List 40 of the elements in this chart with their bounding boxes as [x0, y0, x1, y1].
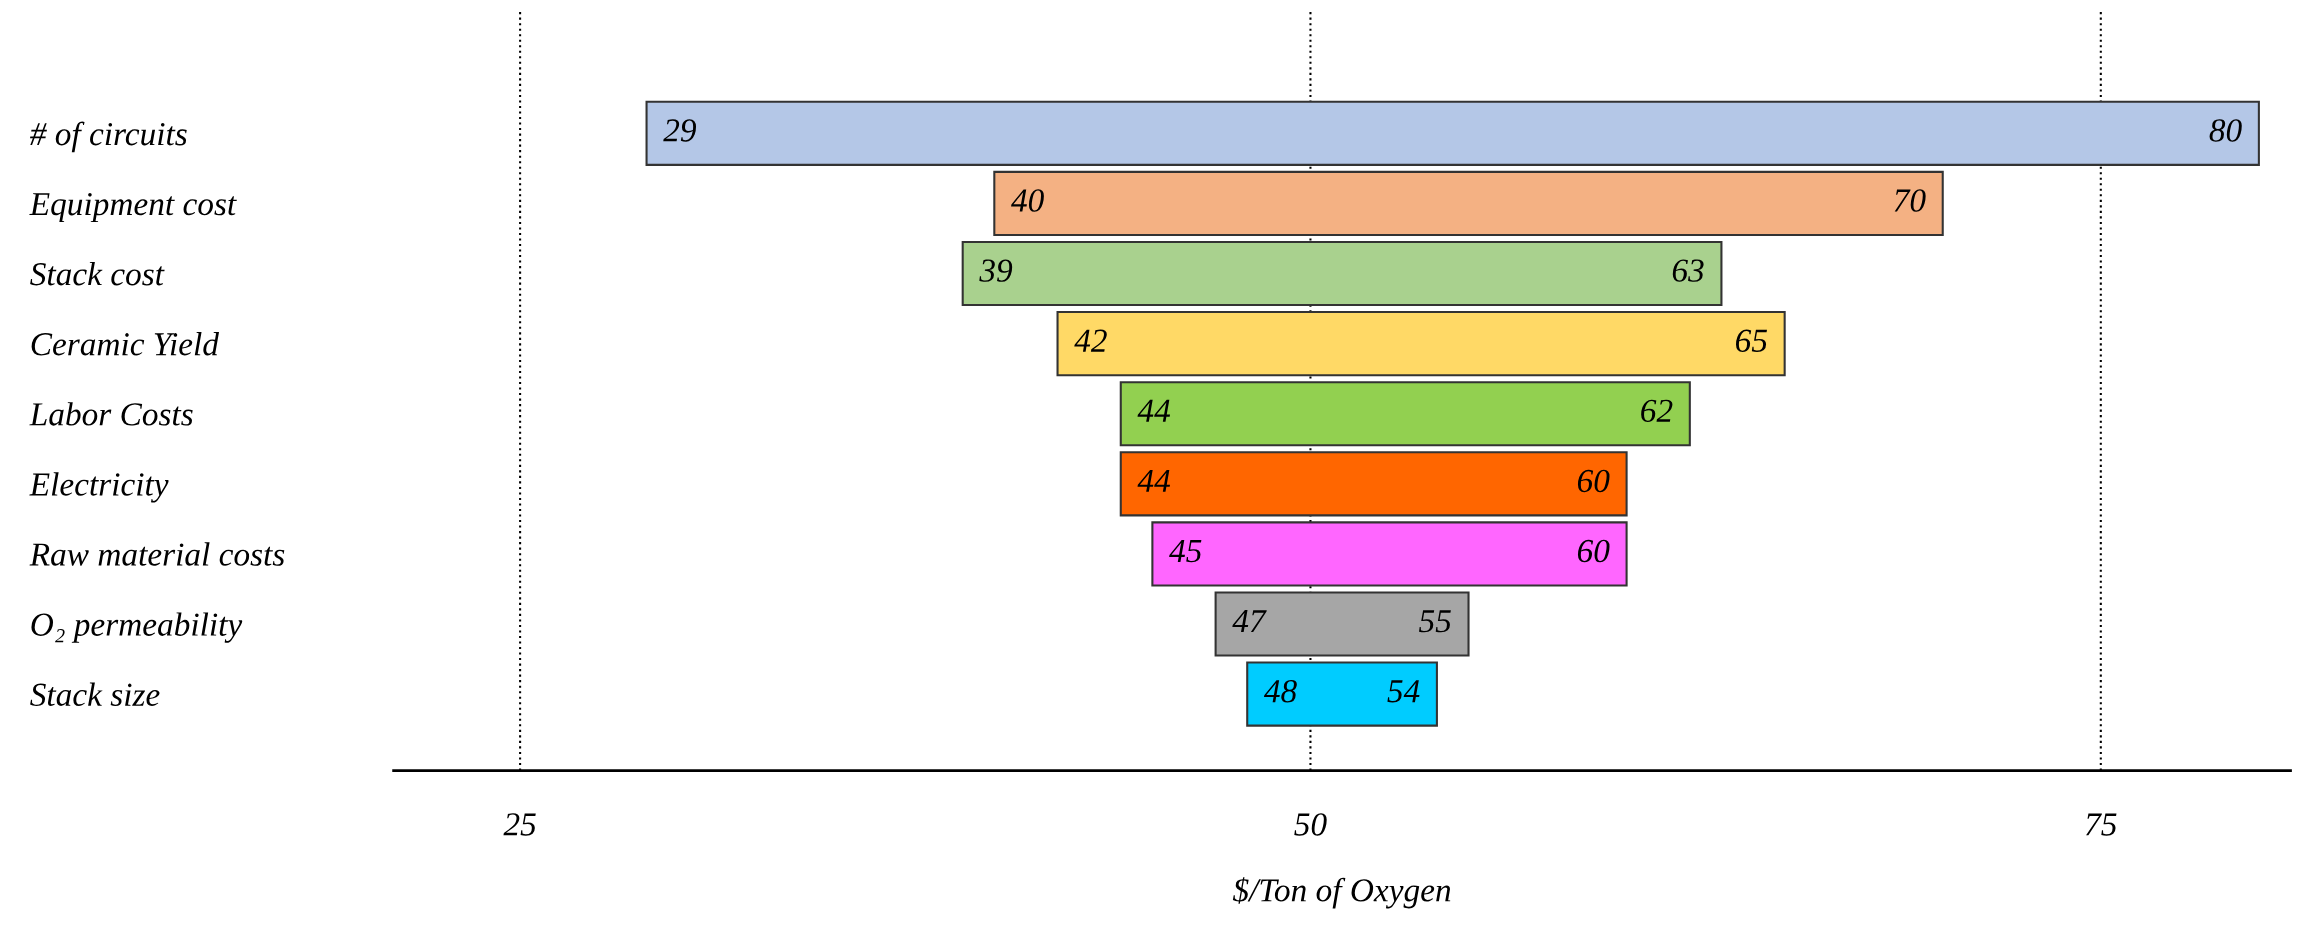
- x-axis-title: $/Ton of Oxygen: [1232, 877, 1451, 909]
- y-tick-label: Stack cost: [30, 261, 165, 286]
- y-tick-label: Raw material costs: [29, 542, 285, 566]
- annotation: 80: [2209, 119, 2242, 142]
- annotation: 39: [979, 259, 1013, 282]
- y-tick-label: Electricity: [29, 472, 169, 503]
- bar: [993, 170, 1944, 237]
- annotation: 60: [1577, 539, 1610, 563]
- annotation: 47: [1232, 610, 1267, 633]
- x-tick-label: 75: [2086, 813, 2117, 836]
- y-tick-label: Labor Costs: [29, 402, 193, 426]
- annotation: 63: [1672, 259, 1704, 282]
- bar: [645, 100, 2260, 166]
- annotation: 48: [1263, 679, 1297, 703]
- x-tick-label: 50: [1294, 813, 1327, 836]
- bar: [1056, 311, 1786, 377]
- annotation: 44: [1137, 399, 1171, 422]
- annotation: 60: [1577, 469, 1610, 493]
- annotation: 54: [1387, 680, 1420, 703]
- annotation: 55: [1419, 610, 1451, 633]
- annotation: 62: [1641, 399, 1673, 423]
- annotation: 29: [663, 119, 697, 142]
- y-tick-label: Stack size: [30, 682, 160, 707]
- annotation: 40: [1011, 189, 1044, 212]
- annotation: 70: [1894, 189, 1926, 212]
- y-tick-label: # of circuits: [30, 121, 187, 153]
- y-tick-label: Equipment cost: [29, 192, 237, 223]
- x-tick-label: 25: [503, 813, 536, 836]
- annotation: 65: [1736, 329, 1767, 352]
- bar: [1119, 451, 1628, 517]
- annotation: 44: [1137, 469, 1171, 492]
- y-tick-label: O₂ permeability: [31, 612, 243, 643]
- bar: [1214, 591, 1470, 657]
- bar: [1119, 381, 1691, 447]
- bar: [961, 240, 1723, 307]
- annotation: 45: [1169, 539, 1202, 563]
- y-tick-label: Ceramic Yield: [31, 332, 220, 356]
- annotation: 42: [1074, 329, 1107, 352]
- bar: [1246, 661, 1438, 727]
- bar: [1151, 521, 1628, 587]
